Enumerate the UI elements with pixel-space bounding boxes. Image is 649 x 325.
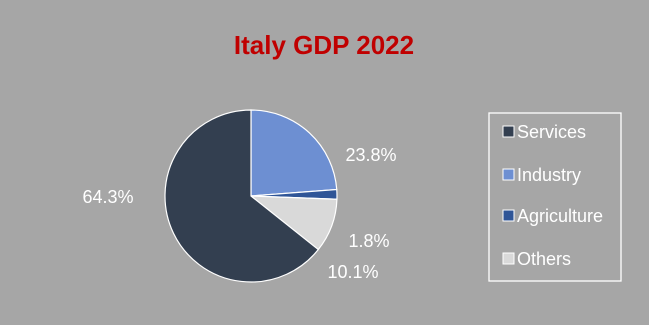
legend-swatch-services (502, 125, 515, 138)
pie-slice-services (164, 109, 320, 283)
pie-slices (164, 109, 338, 283)
legend-label-agriculture: Agriculture (517, 206, 603, 226)
legend-label-others: Others (517, 249, 571, 269)
chart-title: Italy GDP 2022 (234, 30, 414, 60)
legend-swatch-agriculture (502, 209, 515, 222)
slice-label-services: 64.3% (82, 187, 133, 207)
slice-label-others: 10.1% (327, 262, 378, 282)
legend-label-services: Services (517, 122, 586, 142)
legend-border (488, 112, 622, 282)
slice-label-agriculture: 1.8% (348, 231, 389, 251)
legend-swatch-others (502, 252, 515, 265)
slice-label-industry: 23.8% (345, 145, 396, 165)
legend-swatch-industry (502, 168, 515, 181)
legend: Services Industry Agriculture Others (488, 112, 622, 282)
legend-label-industry: Industry (517, 165, 581, 185)
pie-slice-industry (250, 109, 338, 197)
slice-labels: 23.8% 1.8% 10.1% 64.3% (82, 145, 396, 282)
